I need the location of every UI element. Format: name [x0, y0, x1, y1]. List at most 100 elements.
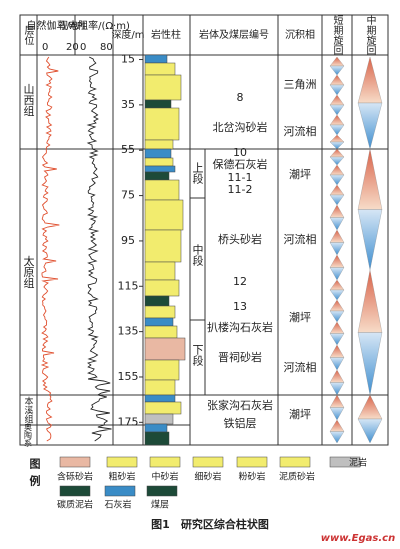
short-cycle [329, 84, 345, 96]
short-cycle [329, 419, 345, 432]
gamma-curve [40, 56, 60, 442]
lithology-layer [144, 62, 176, 76]
formation: 奥陶系 [24, 422, 33, 447]
facies: 河流相 [284, 232, 317, 246]
rock: 桥头砂岩 [218, 232, 262, 246]
short-cycle [329, 184, 345, 196]
mid-cycle [357, 269, 383, 333]
short-cycle [329, 344, 345, 358]
short-cycle [329, 156, 345, 166]
short-cycle [329, 321, 345, 334]
header: 0 [42, 42, 48, 53]
legend-swatch [59, 456, 91, 468]
short-cycle [329, 394, 345, 408]
mid-cycle [357, 209, 383, 271]
short-cycle [329, 267, 345, 281]
depth-label: 35 [121, 98, 135, 111]
lithology-layer [144, 305, 176, 319]
lithology-layer [144, 179, 180, 201]
rock: 张家沟石灰岩 [207, 398, 273, 412]
rock: 13 [233, 300, 247, 313]
formation: 本溪组 [23, 395, 34, 423]
lithology-layer [144, 148, 172, 159]
lithology-layer [144, 199, 184, 231]
legend-label: 中砂岩 [151, 471, 178, 483]
lithology-layer [144, 431, 170, 446]
lithology-layer [144, 317, 174, 327]
mid-cycle [357, 148, 383, 210]
header: 中期旋回 [364, 14, 376, 56]
lithology-layer [144, 394, 176, 403]
rock: 扒楼沟石灰岩 [207, 320, 273, 334]
legend-label: 泥岩 [349, 457, 367, 469]
header: 视电阻率/(Ω·m) [58, 19, 130, 32]
legend-swatch [106, 456, 138, 468]
legend-title: 图例 [28, 458, 41, 492]
depth-label: 175 [118, 415, 139, 428]
short-cycle [329, 242, 345, 256]
short-cycle [329, 134, 345, 143]
legend-swatch [104, 485, 136, 497]
depth-label: 95 [121, 234, 135, 247]
header: 岩体及煤层编号 [199, 28, 269, 41]
short-cycle [329, 94, 345, 106]
lithology-layer [144, 401, 182, 415]
legend-label: 细砂岩 [194, 471, 221, 483]
lithology-layer [144, 107, 180, 141]
lithology-layer [144, 379, 176, 396]
facies: 潮坪 [289, 310, 311, 324]
rock: 10 [233, 146, 247, 159]
short-cycle [329, 254, 345, 268]
short-cycle [329, 65, 345, 76]
short-cycle [329, 124, 345, 136]
mid-cycle [357, 56, 383, 104]
depth-label: 55 [121, 143, 135, 156]
lithology-layer [144, 171, 170, 181]
legend-swatch [149, 456, 181, 468]
facies: 河流相 [284, 360, 317, 374]
short-cycle [329, 382, 345, 396]
short-cycle [329, 174, 345, 186]
short-cycle [329, 357, 345, 371]
depth-label: 115 [118, 279, 139, 292]
legend-swatch [236, 456, 268, 468]
rock: 北岔沟砂岩 [213, 120, 268, 134]
short-cycle [329, 369, 345, 383]
rock: 铁铝层 [224, 416, 257, 430]
lithology-layer [144, 413, 174, 425]
short-cycle [329, 148, 345, 158]
facies: 潮坪 [289, 167, 311, 181]
header: 0 [80, 42, 86, 53]
lithology-layer [144, 157, 174, 167]
legend-swatch [329, 456, 361, 468]
rock: 保德石灰岩 [213, 157, 268, 171]
lithology-layer [144, 359, 180, 381]
lithology-layer [144, 279, 180, 297]
lithology-layer [144, 295, 170, 307]
lithology-layer [144, 99, 172, 109]
resistivity-curve [86, 56, 112, 442]
frame [19, 14, 389, 446]
mid-cycle [357, 102, 383, 150]
short-cycle [329, 310, 345, 323]
legend-label: 碳质泥岩 [57, 499, 93, 511]
short-cycle [329, 229, 345, 243]
short-cycle [329, 299, 345, 312]
header: 20 [66, 42, 79, 53]
legend-label: 粗砂岩 [108, 471, 135, 483]
rock: 11-1 [228, 171, 253, 184]
header: 层位 [22, 25, 34, 45]
lithology-layer [144, 139, 174, 150]
short-cycle [329, 141, 345, 150]
legend-swatch [192, 456, 224, 468]
segment: 下段 [191, 344, 204, 367]
header: 沉积相 [285, 28, 315, 41]
short-cycle [329, 407, 345, 421]
legend-swatch [279, 456, 311, 468]
facies: 三角洲 [284, 78, 317, 91]
legend-label: 石灰岩 [104, 499, 131, 511]
legend-swatch [146, 485, 178, 497]
short-cycle [329, 289, 345, 301]
watermark: www.Egas.cn [321, 533, 395, 544]
